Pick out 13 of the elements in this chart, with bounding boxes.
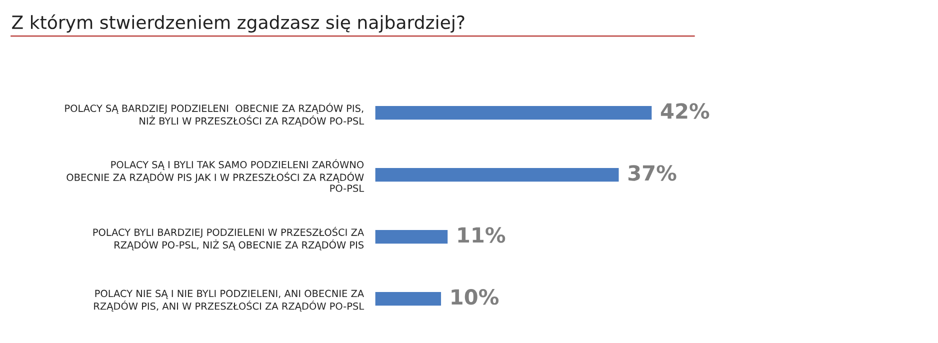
- y-tick-label: POLACY NIE SĄ I NIE BYLI PODZIELENI, ANI OBECNIE ZA RZĄDÓW PIS, ANI W PRZESZŁOŚCI ZA RZĄDÓW PO-PSL: [94, 290, 364, 312]
- bar: [375, 106, 652, 120]
- data-label: 42%: [660, 103, 710, 119]
- data-label: 37%: [628, 165, 676, 181]
- bar: [375, 292, 442, 306]
- y-tick-label: POLACY SĄ BARDZIEJ PODZIELENI OBECNIE ZA RZĄDÓW PIS, NIŻ BYLI W PRZESZŁOŚCI ZA RZĄDÓW PO-PSL: [65, 102, 364, 126]
- y-tick-label: POLACY SĄ I BYLI TAK SAMO PODZIELENI ZARÓWNO OBECNIE ZA RZĄDÓW PIS JAK I W PRZESZŁOŚCI ZA RZĄDÓW PO-PSL: [66, 159, 364, 192]
- data-label: 11%: [458, 227, 506, 243]
- data-label: 10%: [452, 289, 499, 305]
- bar: [375, 230, 448, 244]
- y-tick-label: POLACY BYLI BARDZIEJ PODZIELENI W PRZESZŁOŚCI ZA RZĄDÓW PO-PSL, NIŻ SĄ OBECNIE ZA RZĄDÓW PIS: [93, 226, 364, 250]
- chart-title: Z którym stwierdzeniem zgadzasz się najbardziej?: [12, 14, 464, 33]
- bar: [375, 168, 619, 182]
